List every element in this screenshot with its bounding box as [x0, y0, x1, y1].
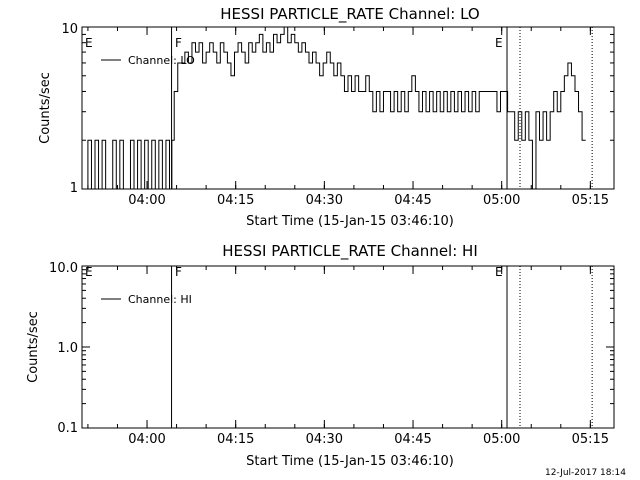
- x-tick-label: 04:15: [217, 432, 254, 447]
- lo-marker-lines: [171, 27, 593, 189]
- x-tick-label: 04:00: [128, 193, 165, 208]
- x-tick-label: 05:15: [572, 432, 609, 447]
- x-tick-label: 04:00: [128, 432, 165, 447]
- lo-plot-frame: [81, 26, 615, 190]
- lo-y-axis-label: Counts/sec: [38, 72, 53, 144]
- hi-ytick-label-10-0: 10.0: [49, 261, 78, 276]
- x-tick-label: 04:15: [217, 193, 254, 208]
- hi-marker-e-end: E: [495, 265, 503, 279]
- hi-y-minor-ticks: [82, 265, 614, 429]
- hi-x-axis-label: Start Time (15-Jan-15 03:46:10): [246, 454, 454, 469]
- x-tick-label: 05:00: [483, 193, 520, 208]
- lo-series-line: [83, 26, 586, 190]
- hi-marker-lines: [171, 266, 593, 428]
- hi-legend-label: Channel: HI: [128, 293, 192, 306]
- hi-marker-f: F: [175, 265, 182, 279]
- timestamp-footer: 12-Jul-2017 18:14: [545, 468, 626, 478]
- hi-plot-frame: [81, 265, 615, 429]
- x-tick-label: 04:30: [306, 193, 343, 208]
- lo-y-minor-ticks: [82, 26, 614, 190]
- lo-marker-e-end: E: [495, 36, 503, 50]
- lo-ytick-label-1: 1: [70, 181, 78, 196]
- x-tick-label: 05:00: [483, 432, 520, 447]
- lo-chart-title: HESSI PARTICLE_RATE Channel: LO: [220, 5, 479, 24]
- lo-channel-panel: HESSI PARTICLE_RATE Channel: LO Counts/s…: [38, 5, 615, 229]
- lo-marker-e-start: E: [85, 36, 93, 50]
- hi-chart-title: HESSI PARTICLE_RATE Channel: HI: [222, 242, 478, 261]
- lo-marker-f: F: [175, 36, 182, 50]
- x-tick-label: 04:45: [394, 432, 431, 447]
- x-tick-label: 04:45: [394, 193, 431, 208]
- hi-ytick-label-0-1: 0.1: [57, 421, 78, 436]
- x-tick-label: 04:30: [306, 432, 343, 447]
- lo-ytick-label-10: 10: [61, 22, 78, 37]
- x-tick-label: 05:15: [572, 193, 609, 208]
- hi-marker-e-start: E: [85, 265, 93, 279]
- lo-legend-label: Channel: LO: [128, 54, 195, 67]
- hi-x-ticks: 04:00 04:15 04:30 04:45 05:00 05:15: [87, 266, 609, 447]
- lo-x-axis-label: Start Time (15-Jan-15 03:46:10): [246, 214, 454, 229]
- hi-y-axis-label: Counts/sec: [26, 311, 41, 383]
- hi-channel-panel: HESSI PARTICLE_RATE Channel: HI Counts/s…: [26, 242, 615, 469]
- hi-ytick-label-1-0: 1.0: [57, 341, 78, 356]
